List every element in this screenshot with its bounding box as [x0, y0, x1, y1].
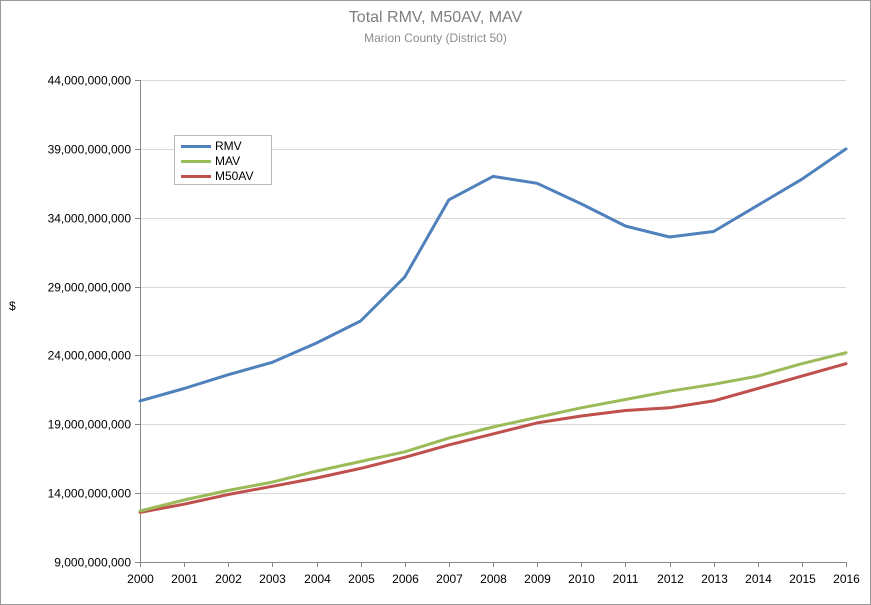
x-tick-label: 2014 [745, 572, 772, 586]
legend: RMV MAV M50AV [174, 135, 272, 185]
x-tick-label: 2000 [127, 572, 154, 586]
x-tick-label: 2016 [833, 572, 860, 586]
x-tick-label: 2010 [568, 572, 595, 586]
series-line-mav [138, 351, 848, 513]
x-tick-label: 2011 [613, 572, 639, 586]
y-tick-label: 24,000,000,000 [48, 349, 132, 363]
x-tick-label: 2006 [392, 572, 419, 586]
y-tick-label: 14,000,000,000 [48, 487, 132, 501]
legend-item-m50av: M50AV [181, 168, 269, 184]
x-tick-label: 2015 [789, 572, 816, 586]
chart-subtitle: Marion County (District 50) [364, 31, 507, 45]
x-tick-label: 2008 [480, 572, 507, 586]
x-tick-label: 2012 [657, 572, 684, 586]
y-tick-label: 9,000,000,000 [54, 556, 131, 570]
legend-item-rmv: RMV [181, 138, 269, 154]
series-lines [138, 147, 848, 514]
y-tick-label: 29,000,000,000 [48, 281, 132, 295]
x-tick-label: 2002 [215, 572, 242, 586]
x-tick-label: 2013 [701, 572, 728, 586]
x-tick-label: 2003 [259, 572, 286, 586]
series-line-rmv [138, 147, 848, 403]
axes [135, 80, 847, 567]
y-tick-labels: 9,000,000,000 14,000,000,000 19,000,000,00… [48, 74, 132, 570]
series-line-m50av [138, 362, 848, 514]
chart-title: Total RMV, M50AV, MAV [348, 9, 523, 26]
x-tick-label: 2001 [171, 572, 198, 586]
y-axis-label: $ [9, 299, 16, 313]
legend-swatch-mav [181, 160, 211, 163]
legend-swatch-m50av [181, 175, 211, 178]
x-tick-labels: 2000 2001 2002 2003 2004 2005 2006 2007 2008 2009… [127, 572, 860, 586]
legend-label-m50av: M50AV [215, 169, 254, 183]
y-tick-label: 39,000,000,000 [48, 143, 132, 157]
y-tick-label: 19,000,000,000 [48, 418, 132, 432]
x-tick-label: 2007 [436, 572, 463, 586]
legend-label-mav: MAV [215, 154, 241, 168]
x-tick-label: 2009 [524, 572, 551, 586]
x-tick-label: 2004 [304, 572, 331, 586]
legend-swatch-rmv [181, 145, 211, 148]
legend-label-rmv: RMV [215, 139, 242, 153]
legend-item-mav: MAV [181, 153, 269, 169]
x-tick-label: 2005 [348, 572, 375, 586]
y-tick-label: 34,000,000,000 [48, 212, 132, 226]
y-tick-label: 44,000,000,000 [48, 74, 132, 88]
